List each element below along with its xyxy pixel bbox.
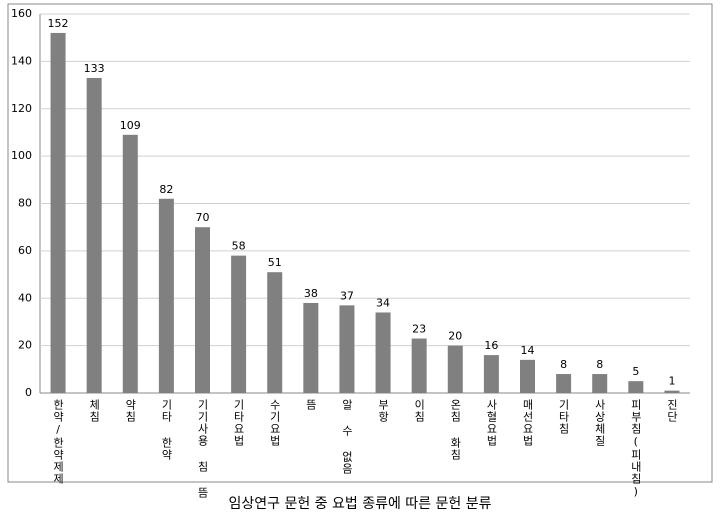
data-label: 70	[196, 211, 210, 224]
x-tick-label: 기타침	[557, 399, 570, 435]
data-label: 37	[340, 289, 354, 302]
x-tick-label: 수기요법	[268, 399, 281, 447]
x-tick-label: 사상체질	[593, 399, 606, 447]
y-tick-label: 60	[18, 244, 32, 257]
x-tick-label: 부항	[377, 399, 390, 423]
bar	[267, 272, 283, 393]
y-tick-label: 160	[11, 7, 32, 20]
x-tick-label: 기타 한약	[160, 399, 173, 461]
bar	[86, 77, 102, 394]
y-tick-label: 80	[18, 197, 32, 210]
x-tick-label: 이침	[413, 399, 426, 423]
x-tick-label: 피부침(피내침)	[629, 399, 642, 499]
bar	[592, 374, 608, 393]
data-label: 1	[668, 375, 675, 388]
x-tick-label: 한약/한약제제	[52, 399, 65, 485]
bar	[520, 359, 535, 393]
data-label: 5	[632, 365, 639, 378]
bar	[664, 390, 680, 393]
data-label: 109	[120, 119, 141, 132]
x-tick-label: 사혈요법	[485, 399, 498, 447]
bar	[303, 302, 319, 393]
bar	[375, 312, 391, 393]
data-label: 34	[376, 296, 390, 309]
data-label: 38	[304, 287, 318, 300]
x-tick-label: 뜸	[304, 399, 317, 411]
x-tick-label: 기기사용 침 뜸	[196, 399, 209, 499]
x-tick-label: 체침	[88, 399, 101, 423]
y-tick-label: 100	[11, 149, 32, 162]
chart-frame	[7, 3, 713, 483]
bar	[195, 227, 210, 393]
bar	[122, 134, 138, 393]
data-label: 8	[596, 358, 603, 371]
data-label: 14	[521, 344, 535, 357]
data-label: 58	[232, 240, 246, 253]
bar	[50, 32, 66, 393]
x-tick-label: 매선요법	[521, 399, 534, 447]
bar	[447, 345, 463, 393]
bar	[556, 374, 572, 393]
bar	[411, 338, 427, 393]
data-label: 16	[484, 339, 498, 352]
x-tick-label: 온침 화침	[449, 399, 462, 461]
data-label: 82	[159, 183, 173, 196]
chart-title: 임상연구 문헌 중 요법 종류에 따른 문헌 분류	[229, 496, 492, 512]
bar	[628, 381, 644, 393]
y-tick-label: 20	[18, 339, 32, 352]
data-label: 51	[268, 256, 282, 269]
data-label: 133	[84, 62, 105, 75]
bar	[231, 255, 247, 393]
y-tick-label: 120	[11, 102, 32, 115]
y-tick-label: 140	[11, 54, 32, 67]
data-label: 8	[560, 358, 567, 371]
bar	[339, 305, 355, 393]
x-tick-label: 기타요법	[232, 399, 245, 447]
y-tick-label: 40	[18, 291, 32, 304]
x-tick-label: 진단	[665, 399, 678, 423]
x-tick-label: 약침	[124, 398, 137, 423]
data-label: 152	[48, 17, 69, 30]
data-label: 20	[448, 330, 462, 343]
bar	[158, 198, 174, 393]
bar	[483, 355, 499, 393]
data-label: 23	[412, 323, 426, 336]
x-tick-label: 알 수 없음	[340, 398, 353, 475]
y-tick-label: 0	[25, 386, 32, 399]
